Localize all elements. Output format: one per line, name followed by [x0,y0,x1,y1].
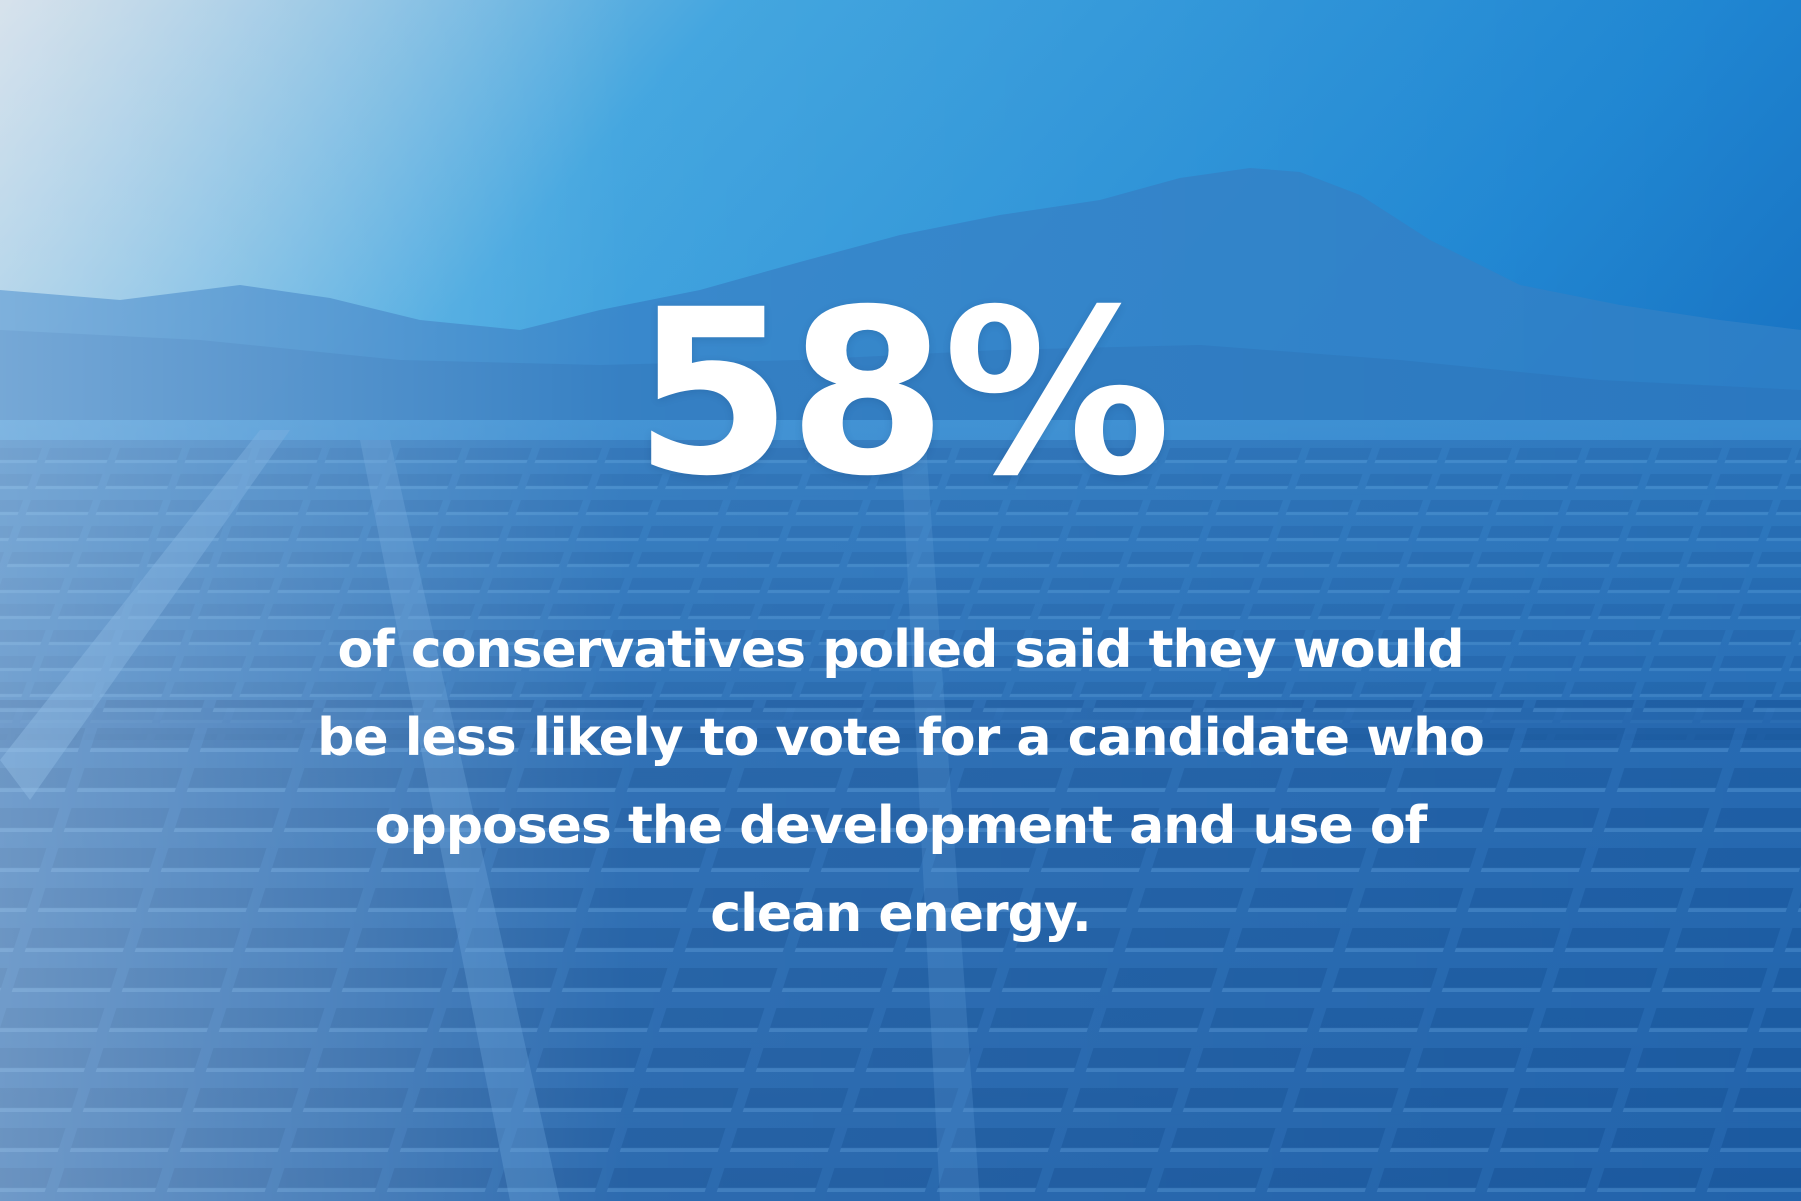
caption-line: of conservatives polled said they would [337,620,1464,680]
stat-caption: of conservatives polled said they would … [200,606,1601,958]
caption-line: be less likely to vote for a candidate w… [317,708,1485,768]
caption-line: clean energy. [710,884,1091,944]
caption-line: opposes the development and use of [374,796,1427,856]
stat-value: 58% [633,260,1172,526]
